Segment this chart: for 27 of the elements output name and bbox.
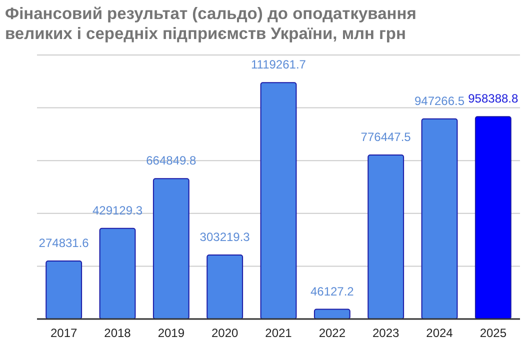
data-label: 1119261.7 bbox=[251, 58, 306, 72]
data-label: 664849.8 bbox=[146, 154, 197, 168]
bar bbox=[474, 116, 512, 320]
bar bbox=[152, 178, 190, 320]
x-tick-label: 2021 bbox=[265, 326, 292, 340]
x-tick-label: 2018 bbox=[104, 326, 132, 340]
x-tick-label: 2019 bbox=[158, 326, 185, 340]
chart-title: Фінансовий результат (сальдо) до оподаткування великих і середніх підприємств України, млн грн bbox=[5, 5, 416, 43]
bar bbox=[421, 118, 458, 320]
bar bbox=[46, 260, 82, 320]
x-tick-label: 2022 bbox=[318, 326, 346, 340]
x-tick-label: 2017 bbox=[50, 326, 78, 340]
data-label: 274831.6 bbox=[38, 236, 90, 250]
x-tick-label: 2020 bbox=[211, 326, 239, 340]
data-label: 947266.5 bbox=[414, 94, 465, 108]
x-tick-label: 2023 bbox=[372, 326, 400, 340]
bar bbox=[99, 228, 136, 320]
x-tick-label: 2025 bbox=[480, 326, 507, 340]
bar bbox=[260, 82, 297, 320]
data-label: 429129.3 bbox=[92, 203, 143, 218]
data-label: 46127.2 bbox=[310, 284, 354, 298]
data-label: 776447.5 bbox=[360, 130, 412, 144]
bar bbox=[206, 254, 244, 320]
x-tick-label: 2024 bbox=[426, 326, 454, 340]
data-label: 958388.8 bbox=[468, 92, 519, 106]
data-label: 303219.3 bbox=[200, 230, 250, 244]
bar bbox=[368, 154, 404, 320]
